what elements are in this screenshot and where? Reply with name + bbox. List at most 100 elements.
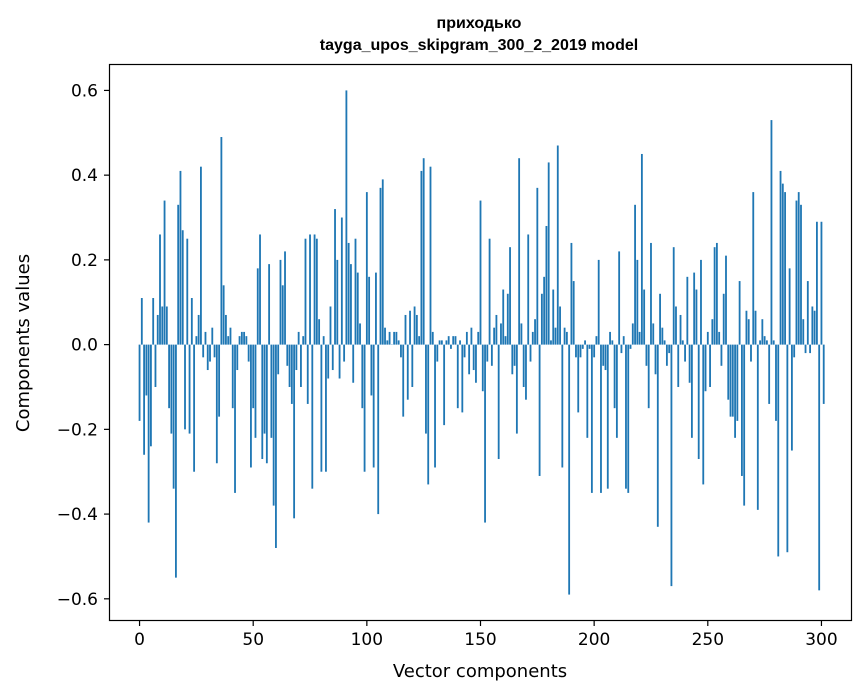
bar — [447, 336, 450, 345]
bar — [431, 331, 434, 345]
y-tick-label: 0.6 — [71, 81, 98, 101]
bar — [511, 344, 514, 375]
bar — [816, 221, 818, 345]
bar — [563, 327, 566, 345]
bar — [609, 331, 611, 345]
bar — [584, 340, 586, 345]
bar — [720, 344, 723, 366]
bar — [486, 344, 489, 362]
bar — [297, 331, 300, 345]
bar — [520, 323, 523, 345]
bar — [488, 238, 491, 345]
x-tick-label: 0 — [134, 630, 145, 650]
bar — [770, 120, 773, 345]
bar — [452, 336, 455, 345]
x-tick-label: 200 — [578, 630, 610, 650]
bar — [311, 344, 314, 489]
bar — [352, 344, 355, 383]
bar — [738, 281, 741, 345]
bar — [484, 344, 486, 523]
bar — [734, 344, 736, 438]
bar — [254, 344, 257, 438]
bar — [147, 344, 150, 523]
bar — [365, 192, 368, 345]
bar — [672, 247, 675, 345]
y-tick-label: 0.0 — [71, 336, 98, 356]
bar — [138, 344, 141, 421]
x-tick-label: 100 — [351, 630, 383, 650]
x-axis-label: Vector components — [393, 661, 567, 682]
bar — [150, 344, 152, 447]
bar — [725, 255, 727, 345]
bar — [322, 336, 325, 345]
bar — [404, 314, 407, 345]
bar — [193, 344, 196, 472]
bar — [190, 298, 193, 345]
y-axis-label: Components values — [13, 254, 34, 432]
bar — [504, 336, 507, 345]
bar — [302, 336, 305, 345]
bar — [361, 344, 364, 409]
bar — [747, 319, 750, 345]
bar — [536, 187, 539, 345]
bar — [652, 323, 655, 345]
bar — [475, 344, 477, 383]
bar — [629, 344, 632, 349]
bar — [425, 344, 427, 434]
bar — [345, 90, 348, 345]
bar — [818, 344, 821, 591]
bar — [622, 336, 625, 345]
bar — [434, 344, 436, 468]
bar — [759, 340, 761, 345]
bar — [627, 344, 630, 493]
bar — [531, 331, 534, 345]
bar — [436, 344, 439, 362]
bar — [650, 242, 652, 345]
bar — [343, 344, 346, 362]
bar — [490, 344, 493, 366]
bar — [679, 314, 682, 345]
bar — [640, 153, 643, 345]
bar — [354, 238, 357, 345]
bar — [240, 331, 243, 345]
bar — [325, 344, 327, 472]
bar — [634, 204, 636, 345]
chart-title: приходько — [437, 15, 522, 32]
bar — [806, 281, 809, 345]
bar — [763, 336, 766, 345]
bar — [327, 344, 330, 379]
bar — [577, 344, 580, 413]
bar — [618, 251, 621, 345]
bar — [645, 344, 648, 366]
bar — [793, 344, 796, 358]
bar — [188, 344, 191, 434]
bar — [590, 344, 593, 493]
bar — [259, 234, 261, 345]
x-tick-label: 250 — [692, 630, 724, 650]
bar — [740, 344, 743, 476]
bar — [427, 344, 430, 485]
bar — [613, 344, 616, 409]
bar — [386, 340, 389, 345]
bar — [236, 344, 239, 371]
bar — [177, 204, 180, 345]
bar — [179, 170, 182, 345]
bar — [575, 344, 577, 358]
bar — [611, 340, 614, 345]
bar — [406, 344, 409, 400]
bar — [706, 331, 709, 345]
bar — [568, 344, 571, 595]
bar — [290, 344, 293, 404]
bar — [822, 344, 825, 404]
bar — [661, 327, 664, 345]
bar — [588, 344, 591, 349]
bar — [529, 344, 532, 362]
bar — [234, 344, 236, 493]
bar — [293, 344, 296, 519]
bar — [334, 209, 336, 345]
bar — [340, 217, 343, 345]
bar — [315, 238, 318, 345]
bar — [559, 306, 561, 345]
bar — [468, 344, 471, 375]
bar — [595, 336, 598, 345]
